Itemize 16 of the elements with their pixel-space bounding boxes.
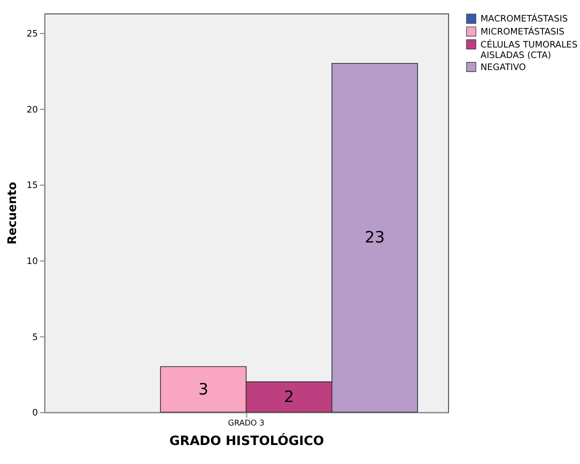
x-axis-title: GRADO HISTOLÓGICO	[169, 433, 324, 450]
y-axis-title: Recuento	[4, 182, 19, 245]
legend-label: MACROMETÁSTASIS	[480, 12, 568, 25]
y-tick-label: 10	[26, 256, 38, 267]
y-tick-label: 15	[26, 181, 38, 192]
legend-label: CÉLULAS TUMORALES AISLADAS (CTA)	[480, 38, 578, 62]
x-tick-label: GRADO 3	[228, 418, 264, 428]
y-tick-label: 20	[26, 105, 38, 116]
y-tick-label: 25	[26, 29, 38, 40]
y-tick-label: 5	[32, 332, 38, 343]
y-tick-label: 0	[32, 408, 38, 419]
data-label: 3	[198, 379, 208, 398]
data-label: 23	[364, 228, 385, 247]
data-label: 2	[284, 386, 294, 406]
legend-label: MICROMETÁSTASIS	[480, 26, 565, 38]
legend-label: NEGATIVO	[480, 62, 526, 73]
